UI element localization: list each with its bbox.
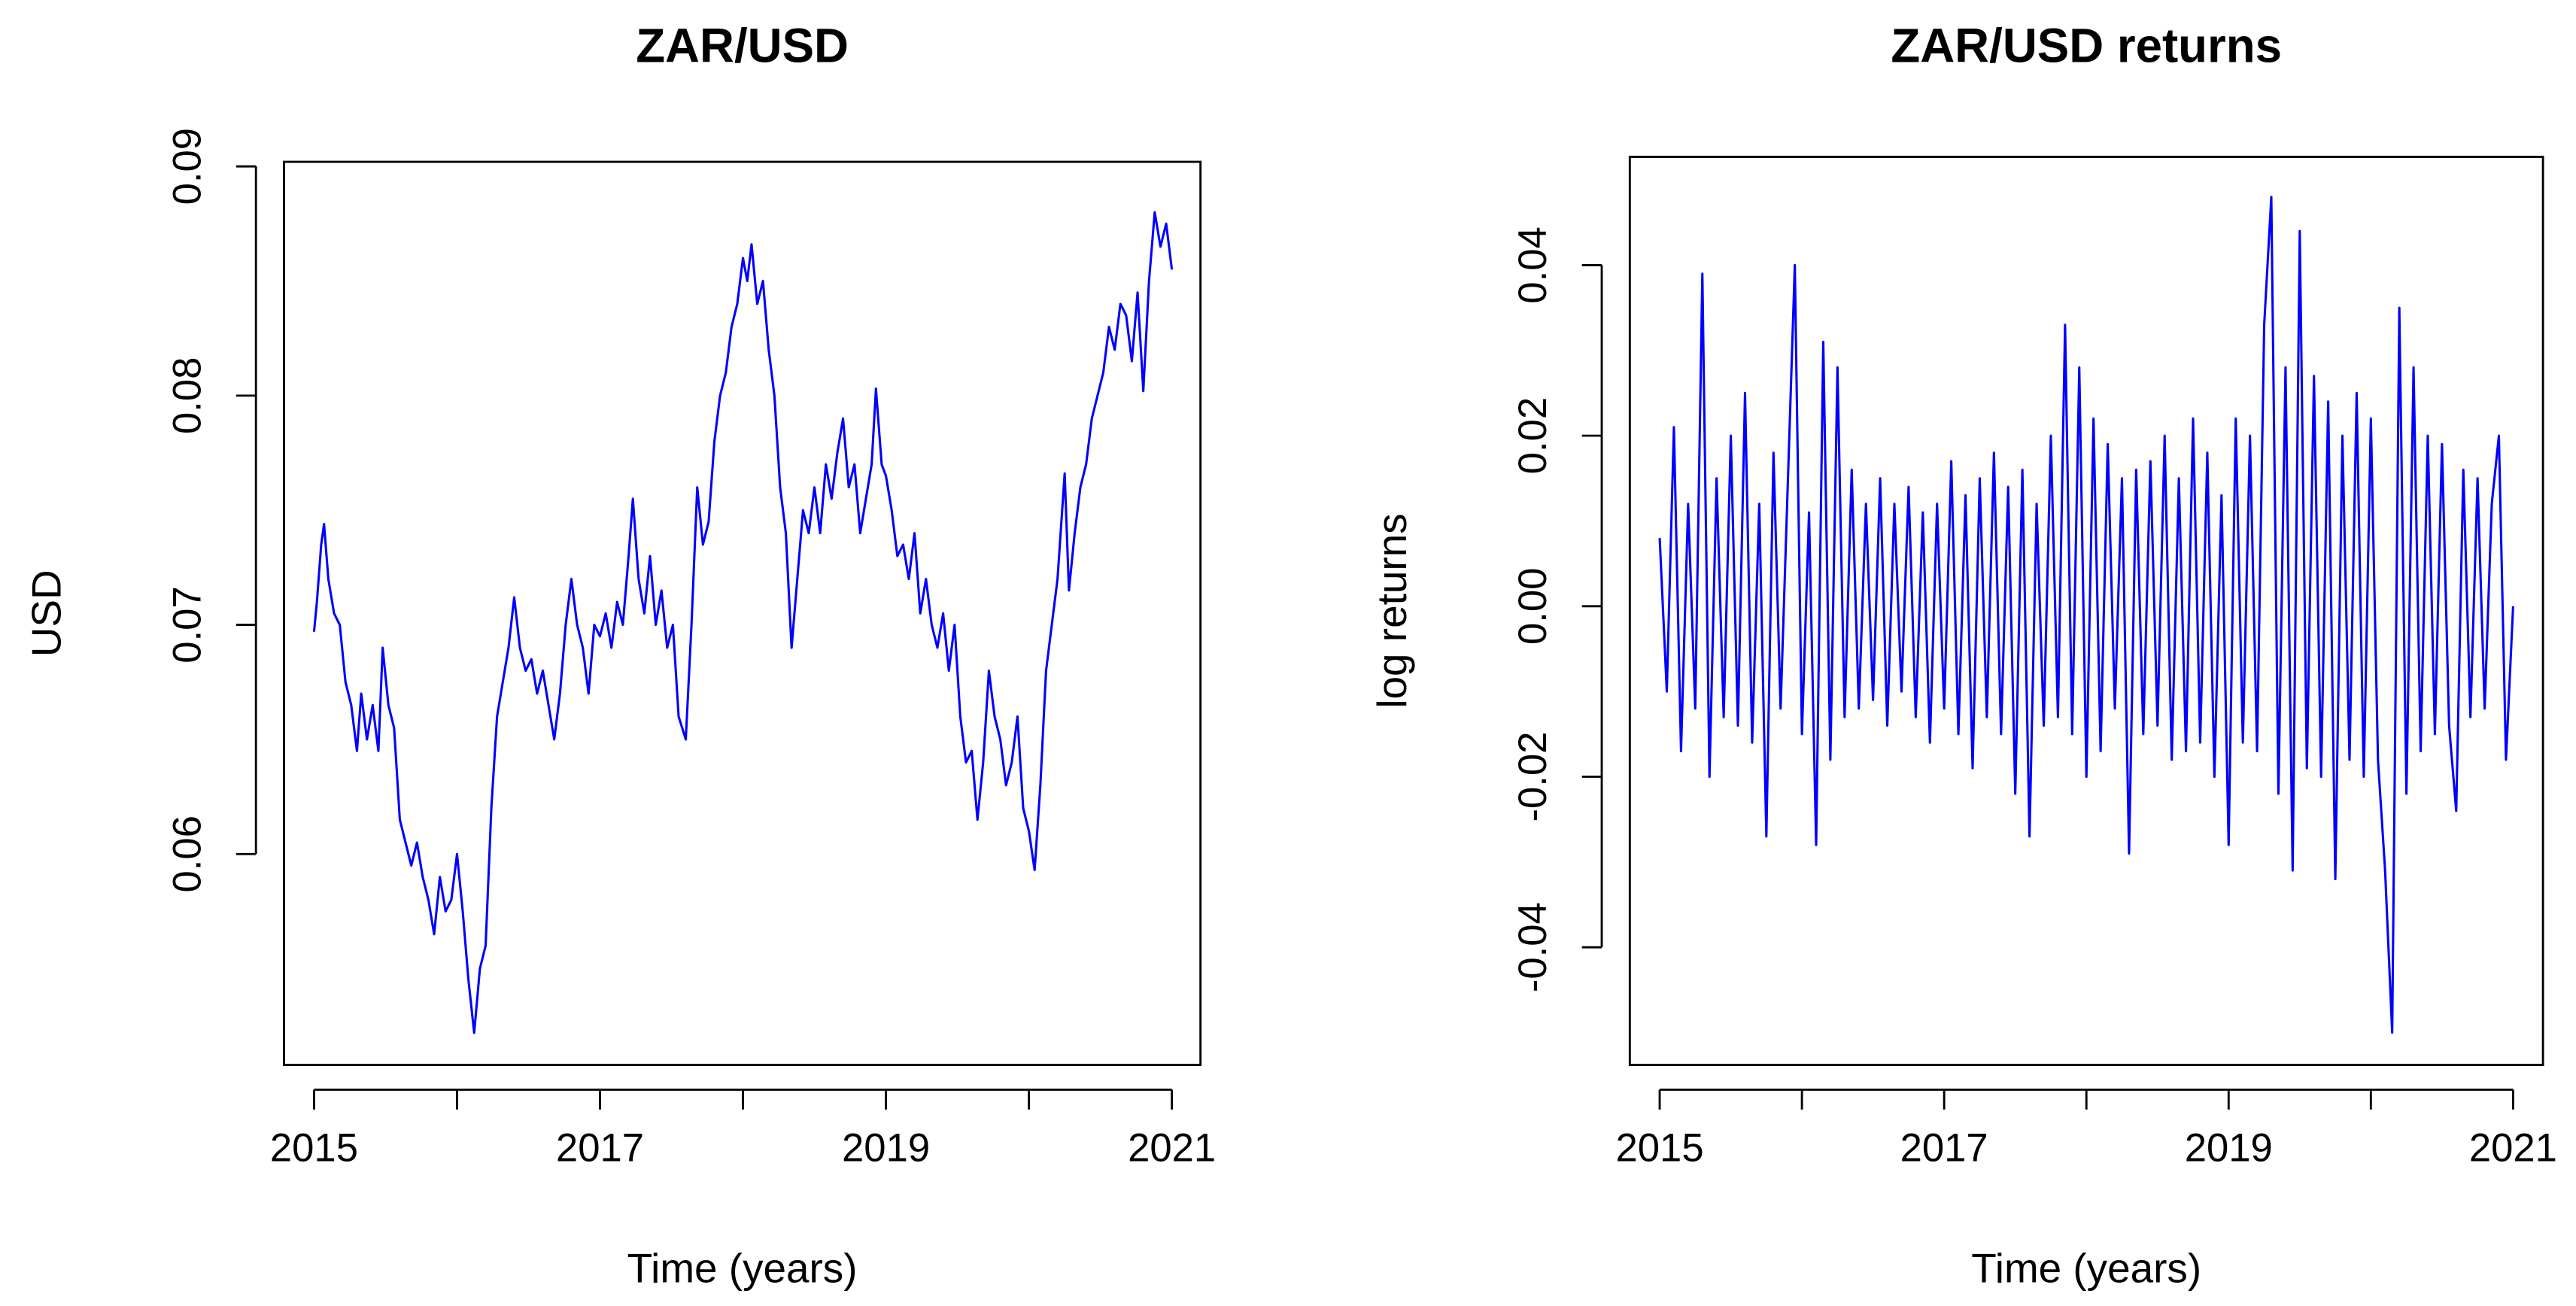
y-tick-label: -0.02 bbox=[1511, 731, 1555, 822]
x-tick-label: 2017 bbox=[556, 1126, 644, 1171]
y-tick-label: 0.00 bbox=[1511, 568, 1555, 645]
data-line bbox=[1658, 196, 2514, 1034]
y-tick-label: 0.09 bbox=[165, 128, 209, 205]
x-tick-label: 2017 bbox=[1900, 1126, 1988, 1171]
data-line bbox=[312, 211, 1174, 1034]
x-axis-title: Time (years) bbox=[1971, 1244, 2201, 1291]
chart-title: ZAR/USD returns bbox=[1891, 20, 2282, 73]
x-tick-label: 2021 bbox=[1128, 1126, 1216, 1171]
x-tick-label: 2015 bbox=[270, 1126, 358, 1171]
y-axis-title: log returns bbox=[1368, 513, 1415, 708]
x-tick-label: 2019 bbox=[842, 1126, 930, 1171]
y-tick-label: 0.02 bbox=[1511, 397, 1555, 474]
x-tick-label: 2015 bbox=[1615, 1126, 1703, 1171]
x-axis-title: Time (years) bbox=[627, 1244, 858, 1291]
y-tick-label: 0.07 bbox=[165, 586, 209, 663]
x-tick-label: 2019 bbox=[2185, 1126, 2273, 1171]
chart-title: ZAR/USD bbox=[636, 20, 849, 73]
y-tick-label: -0.04 bbox=[1511, 902, 1555, 992]
x-tick-label: 2021 bbox=[2469, 1126, 2557, 1171]
plot-box bbox=[283, 160, 1202, 1067]
y-tick-label: 0.06 bbox=[165, 815, 209, 892]
y-tick-label: 0.08 bbox=[165, 357, 209, 434]
plot-box bbox=[1628, 156, 2544, 1067]
y-axis-title: USD bbox=[23, 569, 69, 657]
y-tick-label: 0.04 bbox=[1511, 226, 1555, 303]
